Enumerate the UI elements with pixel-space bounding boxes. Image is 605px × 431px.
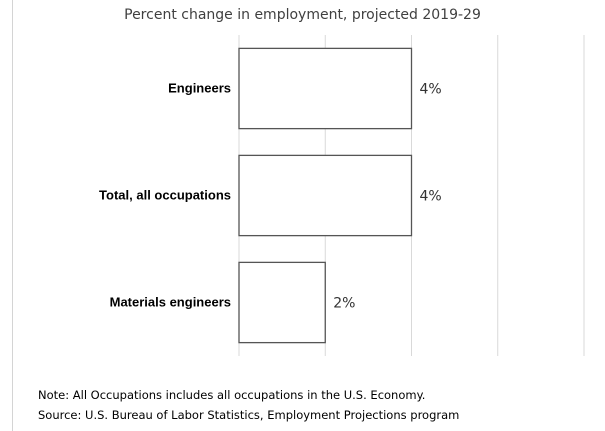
bar-chart: Engineers 4% Total, all occupations 4% Mater… xyxy=(99,35,585,356)
bar xyxy=(238,261,326,344)
bar xyxy=(238,154,413,237)
value-label: 4% xyxy=(420,189,442,205)
value-label: 2% xyxy=(333,296,355,312)
category-label: Materials engineers xyxy=(110,295,231,310)
chart-title: Percent change in employment, projected … xyxy=(124,7,481,23)
frame-border xyxy=(12,0,13,431)
value-label: 4% xyxy=(420,82,442,98)
category-label: Engineers xyxy=(168,81,231,96)
note-text: Note: All Occupations includes all occup… xyxy=(38,388,426,402)
bar xyxy=(238,47,413,130)
category-label: Total, all occupations xyxy=(99,188,231,203)
source-text: Source: U.S. Bureau of Labor Statistics,… xyxy=(38,408,460,422)
chart-notes: Note: All Occupations includes all occup… xyxy=(38,385,459,425)
